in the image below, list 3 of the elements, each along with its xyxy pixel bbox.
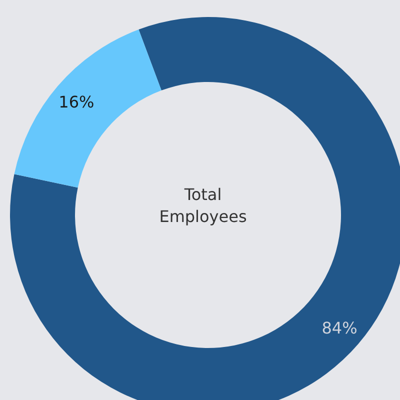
- data-label: 84%: [322, 318, 358, 338]
- data-label: 16%: [58, 92, 94, 112]
- text: Total Employees: [159, 185, 247, 226]
